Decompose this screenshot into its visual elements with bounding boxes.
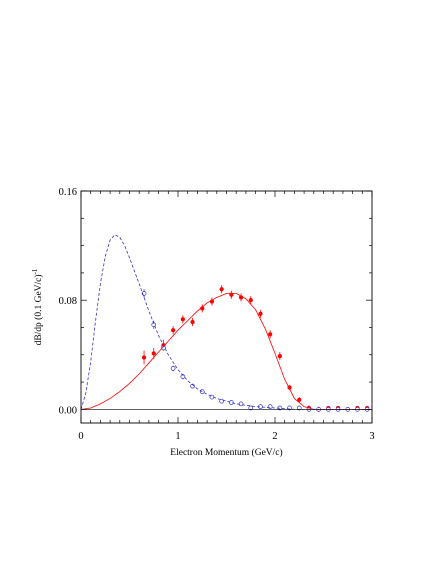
plot-frame [80, 190, 373, 424]
data-point-open [267, 404, 273, 409]
data-point [180, 317, 186, 322]
data-point [151, 351, 156, 356]
data-point [277, 353, 283, 359]
axes: 0 1 2 3 0.00 0.08 0.16 [59, 187, 375, 442]
y-tick-label: 0.08 [59, 296, 77, 307]
data-point [171, 328, 176, 333]
x-tick-label: 3 [369, 431, 374, 442]
y-tick-label: 0.00 [59, 405, 77, 416]
data-point [141, 355, 147, 360]
data-point [268, 332, 273, 337]
series-0 [141, 285, 370, 413]
data-point-open [248, 405, 254, 411]
x-axis-label: Electron Momentum (GeV/c) [170, 447, 282, 458]
x-tick-label: 1 [175, 431, 180, 442]
data-point-open [238, 401, 244, 407]
x-tick-label: 0 [78, 431, 83, 442]
x-tick-label: 2 [272, 431, 277, 442]
axis-labels: Electron Momentum (GeV/c) dB/dp (0.1 GeV… [31, 268, 283, 458]
y-axis-label-main: dB/dp (0.1 GeV/c) [33, 274, 44, 345]
data-point [297, 397, 302, 402]
data-point [219, 287, 224, 292]
y-axis-label-exponent: -1 [31, 268, 39, 274]
series-1 [141, 289, 370, 412]
y-tick-label: 0.16 [59, 187, 77, 198]
dashed-curve [80, 234, 372, 410]
series-2 [80, 292, 372, 410]
data-point [258, 311, 263, 316]
y-axis-label: dB/dp (0.1 GeV/c)-1 [31, 268, 44, 345]
data-point-open [180, 374, 186, 379]
data-point-open [229, 400, 234, 405]
data-point [190, 319, 195, 325]
series-3 [80, 234, 372, 410]
data-point-open [170, 366, 176, 371]
plot-area [80, 234, 372, 413]
data-point [248, 298, 253, 303]
solid-curve [80, 292, 372, 410]
data-point [229, 292, 234, 297]
